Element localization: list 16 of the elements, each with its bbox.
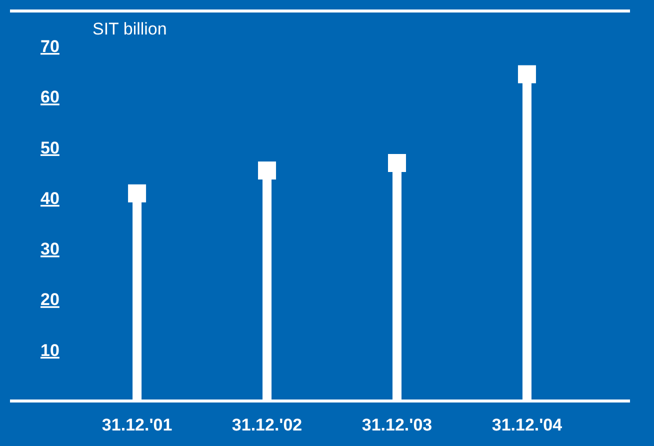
y-tick-label: 30 <box>40 240 60 259</box>
point <box>388 154 406 172</box>
x-tick-label: 31.12.'02 <box>232 416 302 434</box>
x-tick-label: 31.12.'03 <box>362 416 432 434</box>
y-axis-title: SIT billion <box>92 20 167 38</box>
y-tick-label: 20 <box>40 290 60 310</box>
point <box>518 65 536 84</box>
point <box>258 162 276 180</box>
y-tick-label: 10 <box>40 340 60 360</box>
y-tick-label: 70 <box>40 36 60 56</box>
x-tick-label: 31.12.'01 <box>102 416 172 434</box>
y-tick-label: 60 <box>40 88 60 107</box>
y-tick-label: 40 <box>40 188 60 208</box>
y-tick-label: 50 <box>40 138 60 158</box>
point <box>128 184 146 202</box>
x-tick-label: 31.12.'04 <box>492 416 563 434</box>
